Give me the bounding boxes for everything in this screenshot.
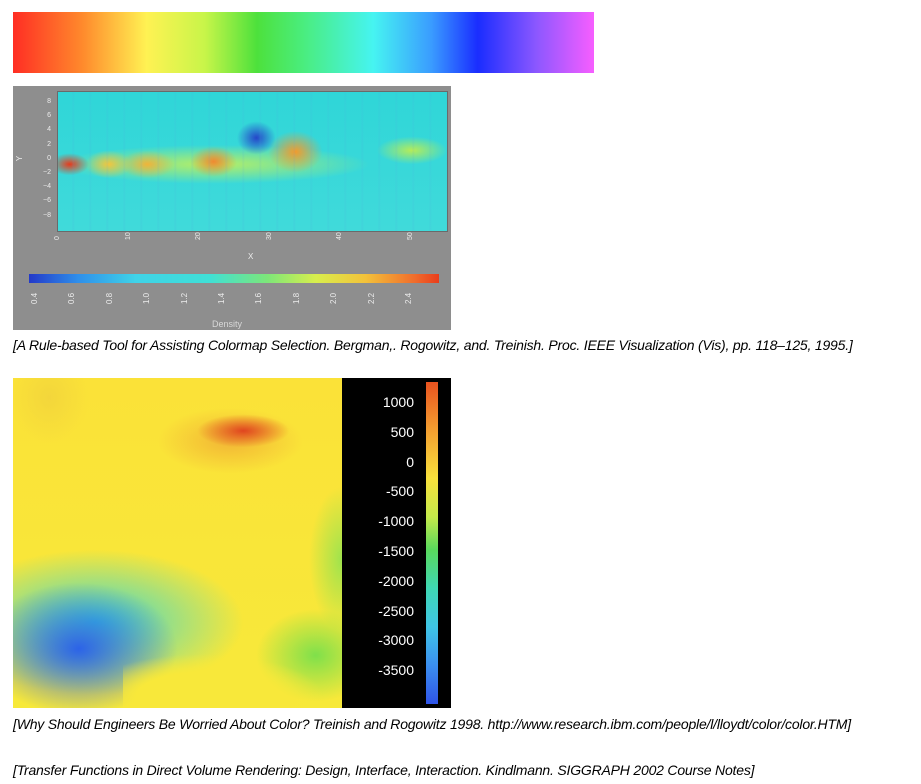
f1-ytick-label: 0 [47, 154, 51, 162]
f1-ctick-label: 1.8 [291, 292, 301, 304]
f2-tick-label: -3500 [378, 662, 414, 679]
elevation-colorbar [426, 382, 438, 704]
figure1-x-axis-label: X [248, 252, 254, 261]
figure1-y-axis-label: Y [15, 155, 25, 162]
f1-ctick-label: 1.6 [254, 292, 264, 304]
f2-tick-label: 0 [406, 453, 414, 470]
f2-tick-label: -500 [385, 483, 414, 500]
elevation-map-figure: 1000 500 0 -500 -1000 -1500 -2000 -2500 -3000 -35… [13, 378, 451, 708]
f1-xtick-label: 40 [336, 232, 344, 240]
f2-tick-label: -2500 [378, 602, 414, 619]
f1-ytick-label: −2 [43, 169, 51, 176]
f1-ytick-label: −6 [43, 197, 51, 205]
f2-tick-label: -2000 [378, 572, 414, 589]
f1-ctick-label: 2.0 [329, 292, 339, 304]
f1-ytick-label: 4 [47, 126, 51, 134]
f1-ctick-label: 0.6 [67, 292, 77, 304]
f2-tick-label: -3000 [378, 632, 414, 649]
density-field-figure: Y X Density 8 6 4 2 0 −2 −4 −6 −8 0 10 20 30 40 50 0.4 0… [13, 86, 451, 330]
f1-ctick-label: 1.0 [142, 292, 152, 304]
f1-ctick-label: 2.4 [404, 292, 413, 304]
figure1-colorbar-label: Density [212, 319, 243, 329]
f1-ctick-label: 2.2 [366, 292, 376, 304]
caption-transfer-functions: [Transfer Functions in Direct Volume Ren… [13, 762, 755, 778]
f2-tick-label: 1000 [382, 394, 414, 410]
f1-ctick-label: 1.2 [179, 292, 189, 304]
f1-ytick-label: 6 [47, 112, 51, 120]
f1-xtick-label: 30 [265, 232, 273, 240]
f1-xtick-label: 0 [54, 236, 61, 240]
f1-xtick-label: 20 [195, 232, 203, 240]
elevation-map-landmass [123, 648, 323, 708]
f1-ytick-label: 8 [47, 98, 51, 105]
f1-ytick-label: −4 [43, 183, 51, 191]
f1-ctick-label: 0.4 [30, 292, 39, 304]
f1-xtick-label: 10 [124, 232, 132, 240]
caption-engineers-color: [Why Should Engineers Be Worried About C… [13, 716, 851, 732]
f1-ytick-label: −8 [43, 211, 51, 219]
f2-tick-label: -1500 [378, 543, 414, 559]
figure1-colorbar [29, 274, 439, 283]
f2-tick-label: 500 [390, 423, 414, 440]
caption-rule-based-tool: [A Rule-based Tool for Assisting Colorma… [13, 337, 853, 353]
rainbow-colormap-strip [13, 12, 594, 73]
f1-ytick-label: 2 [47, 140, 51, 148]
density-field-plot [57, 91, 448, 232]
f2-tick-label: -1000 [378, 513, 414, 530]
f1-ctick-label: 1.4 [217, 292, 226, 304]
density-field-ripples [58, 92, 447, 231]
f1-ctick-label: 0.8 [104, 292, 114, 304]
f1-xtick-label: 50 [407, 232, 414, 240]
